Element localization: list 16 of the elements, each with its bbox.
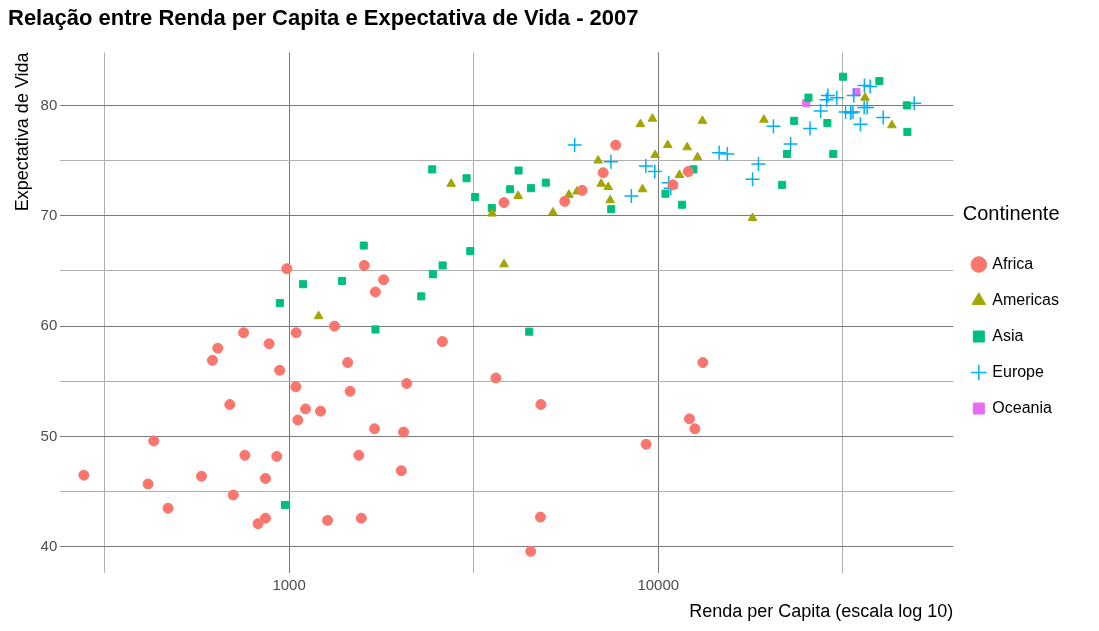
x-tick-label: 1000 bbox=[272, 575, 306, 593]
y-axis-title: Expectativa de Vida bbox=[11, 51, 32, 212]
y-tick-label: 50 bbox=[40, 426, 58, 444]
chart-title: Relação entre Renda per Capita e Expectativa de Vida - 2007 bbox=[8, 5, 639, 31]
legend-label: Asia bbox=[992, 326, 1024, 344]
y-tick-label: 60 bbox=[40, 316, 58, 334]
y-tick-label: 70 bbox=[40, 205, 58, 223]
y-tick-label: 80 bbox=[40, 95, 58, 113]
legend-label: Oceania bbox=[992, 398, 1053, 416]
x-tick-label: 10000 bbox=[637, 575, 680, 593]
legend-label: Europe bbox=[992, 362, 1045, 380]
legend-title: Continente bbox=[962, 202, 1060, 225]
x-axis-title: Renda per Capita (escala log 10) bbox=[689, 601, 954, 622]
legend-label: Americas bbox=[992, 290, 1060, 308]
y-tick-label: 40 bbox=[40, 537, 58, 555]
legend-label: Africa bbox=[992, 254, 1034, 272]
